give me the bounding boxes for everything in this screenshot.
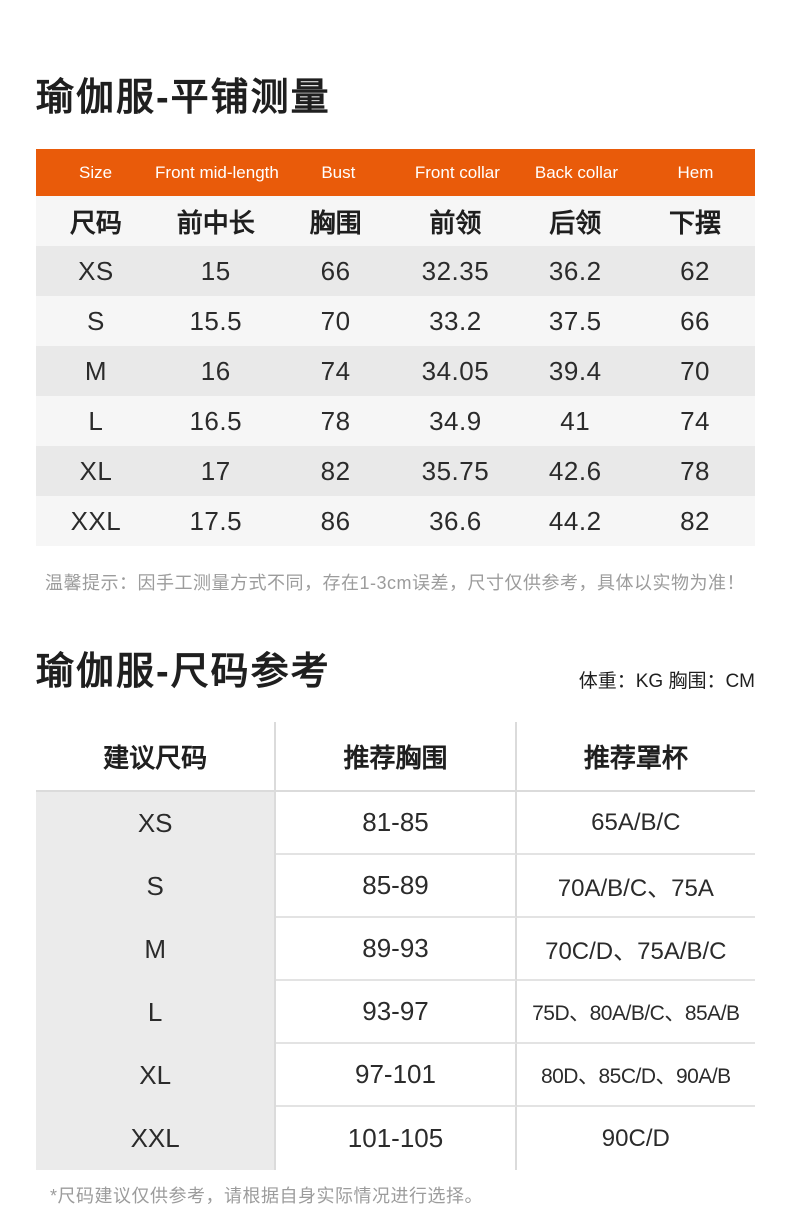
size-cell: XXL	[70, 505, 122, 536]
col-header-hem-zh: 下摆	[669, 207, 722, 238]
col-header-hem-en: Hem	[677, 162, 714, 182]
col-header-back-collar-zh: 后领	[549, 207, 602, 238]
size-cell: XL	[36, 1044, 277, 1107]
flat-measurement-table: Size Front mid-length Bust Front collar …	[36, 149, 755, 546]
measurement-tip: 温馨提示：因手工测量方式不同，存在1-3cm误差，尺寸仅供参考，具体以实物为准！	[45, 573, 746, 593]
flat-measurement-title: 瑜伽服-平铺测量	[36, 77, 331, 119]
front-mid-length-cell: 17	[200, 455, 231, 486]
table-row-xs: XS 15 66 32.35 36.2 62	[36, 246, 755, 296]
table-row-xs: XS 81-85 65A/B/C	[36, 792, 755, 855]
hem-cell: 82	[680, 505, 711, 536]
col-header-front-mid-length-zh: 前中长	[176, 207, 255, 238]
bust-range-cell: 93-97	[276, 981, 517, 1044]
cup-cell: 70A/B/C、75A	[516, 855, 755, 918]
col-header-front-collar-zh: 前领	[429, 207, 482, 238]
col-header-recommended-cup: 推荐罩杯	[583, 742, 688, 773]
table-row-m: M 16 74 34.05 39.4 70	[36, 346, 755, 396]
hem-cell: 62	[680, 255, 711, 286]
hem-cell: 78	[680, 455, 711, 486]
front-collar-cell: 36.6	[429, 505, 482, 536]
col-header-bust-zh: 胸围	[309, 207, 362, 238]
front-mid-length-cell: 16.5	[189, 405, 243, 436]
table-row-xxl: XXL 101-105 90C/D	[36, 1107, 755, 1170]
back-collar-cell: 37.5	[548, 305, 602, 336]
col-header-back-collar-en: Back collar	[534, 162, 619, 182]
table-row-xl: XL 97-101 80D、85C/D、90A/B	[36, 1044, 755, 1107]
unit-note: 体重：KG 胸围：CM	[578, 671, 755, 692]
bust-cell: 66	[320, 255, 351, 286]
col-header-bust-en: Bust	[321, 162, 356, 182]
size-cell: S	[36, 855, 277, 918]
table-row-s: S 85-89 70A/B/C、75A	[36, 855, 755, 918]
table1-english-header-row: Size Front mid-length Bust Front collar …	[36, 149, 755, 196]
col-header-front-collar-en: Front collar	[414, 162, 500, 182]
front-mid-length-cell: 16	[200, 355, 231, 386]
front-mid-length-cell: 17.5	[189, 505, 243, 536]
bust-cell: 78	[320, 405, 351, 436]
back-collar-cell: 41	[560, 405, 591, 436]
front-collar-cell: 34.05	[421, 355, 490, 386]
back-collar-cell: 39.4	[548, 355, 602, 386]
hem-cell: 66	[680, 305, 711, 336]
size-cell: M	[84, 355, 107, 386]
back-collar-cell: 44.2	[548, 505, 602, 536]
bust-range-cell: 97-101	[276, 1044, 517, 1107]
size-cell: M	[36, 918, 277, 981]
front-mid-length-cell: 15	[200, 255, 231, 286]
bust-range-cell: 81-85	[276, 792, 517, 855]
front-collar-cell: 33.2	[429, 305, 482, 336]
cup-cell: 75D、80A/B/C、85A/B	[516, 981, 755, 1044]
table-row-s: S 15.5 70 33.2 37.5 66	[36, 296, 755, 346]
front-collar-cell: 34.9	[429, 405, 482, 436]
size-reference-table: 建议尺码 推荐胸围 推荐罩杯 XS 81-85 65A/B/C S 85-89 …	[36, 722, 755, 1170]
size-cell: XS	[36, 792, 277, 855]
front-mid-length-cell: 15.5	[189, 305, 243, 336]
cup-cell: 80D、85C/D、90A/B	[516, 1044, 755, 1107]
size-cell: XXL	[36, 1107, 277, 1170]
col-header-size-en: Size	[78, 162, 113, 182]
size-cell: XL	[79, 455, 113, 486]
bust-cell: 70	[320, 305, 351, 336]
back-collar-cell: 42.6	[548, 455, 602, 486]
front-collar-cell: 32.35	[421, 255, 490, 286]
back-collar-cell: 36.2	[548, 255, 602, 286]
table2-header-row: 建议尺码 推荐胸围 推荐罩杯	[36, 722, 755, 792]
size-cell: L	[88, 405, 104, 436]
bust-range-cell: 89-93	[276, 918, 517, 981]
front-collar-cell: 35.75	[421, 455, 490, 486]
col-header-recommended-bust: 推荐胸围	[276, 722, 517, 790]
size-cell: XS	[78, 255, 114, 286]
col-header-suggested-size: 建议尺码	[36, 722, 277, 790]
size-suggestion-footnote: *尺码建议仅供参考，请根据自身实际情况进行选择。	[50, 1186, 484, 1206]
size-reference-title: 瑜伽服-尺码参考	[36, 651, 331, 693]
table-row-xxl: XXL 17.5 86 36.6 44.2 82	[36, 496, 755, 546]
bust-cell: 82	[320, 455, 351, 486]
cup-cell: 90C/D	[516, 1107, 755, 1170]
table-row-l: L 93-97 75D、80A/B/C、85A/B	[36, 981, 755, 1044]
col-header-front-mid-length-en: Front mid-length	[155, 162, 279, 182]
col-header-size-zh: 尺码	[69, 207, 122, 238]
table1-chinese-header-row: 尺码 前中长 胸围 前领 后领 下摆	[36, 196, 755, 246]
cup-cell: 65A/B/C	[516, 792, 755, 855]
hem-cell: 74	[680, 405, 711, 436]
hem-cell: 70	[680, 355, 711, 386]
cup-cell: 70C/D、75A/B/C	[516, 918, 755, 981]
table-row-xl: XL 17 82 35.75 42.6 78	[36, 446, 755, 496]
bust-range-cell: 101-105	[276, 1107, 517, 1170]
bust-range-cell: 85-89	[276, 855, 517, 918]
bust-cell: 74	[320, 355, 351, 386]
table-row-m: M 89-93 70C/D、75A/B/C	[36, 918, 755, 981]
size-cell: S	[86, 305, 105, 336]
bust-cell: 86	[320, 505, 351, 536]
table-row-l: L 16.5 78 34.9 41 74	[36, 396, 755, 446]
size-cell: L	[36, 981, 277, 1044]
